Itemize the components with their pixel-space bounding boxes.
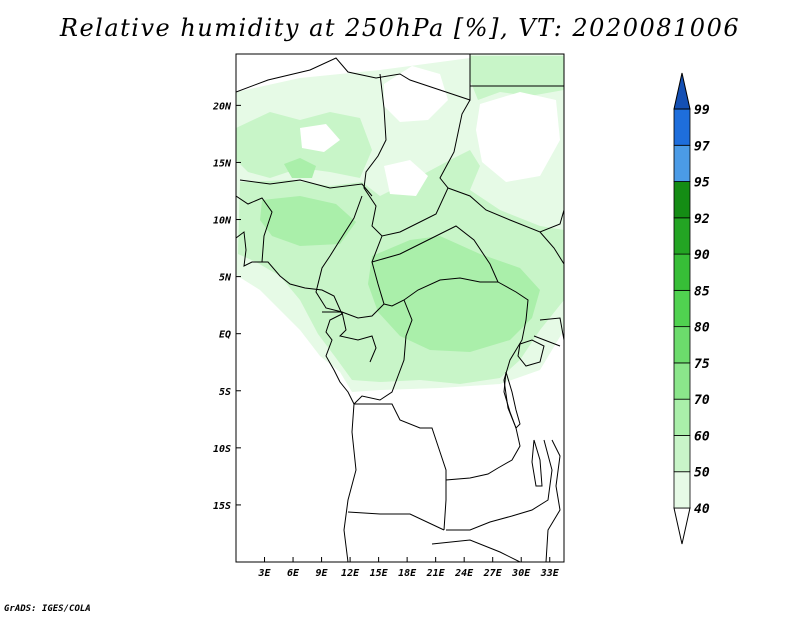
lon-tick-label: 27E — [483, 568, 503, 579]
colorbar-swatch — [673, 398, 691, 436]
lat-tick-label: 20N — [212, 101, 232, 112]
lat-tick-label: 5S — [219, 387, 231, 398]
border-zambia — [446, 439, 553, 531]
border-zimbabwe — [431, 539, 521, 562]
colorbar-swatch — [673, 181, 691, 219]
lat-tick-label: 15S — [213, 501, 231, 512]
border-kenya-uganda — [533, 317, 564, 347]
colorbar-label: 40 — [694, 502, 710, 517]
lon-tick-label: 3E — [257, 568, 271, 579]
lat-tick-label: 10S — [213, 444, 231, 455]
colorbar-label: 50 — [694, 466, 710, 481]
colorbar-swatch — [673, 108, 691, 146]
colorbar-label: 85 — [694, 284, 710, 299]
border-niger-nigeria — [239, 179, 373, 197]
border-drc-east — [443, 281, 529, 531]
colorbar-swatch — [673, 253, 691, 291]
lon-tick-label: 30E — [511, 568, 531, 579]
border-mozambique — [545, 439, 561, 562]
lake-victoria — [517, 339, 545, 367]
lon-tick-label: 12E — [341, 568, 360, 579]
colorbar-label: 75 — [694, 357, 710, 372]
country-borders — [236, 54, 564, 562]
border-east — [539, 231, 564, 265]
colorbar: 40 50 60 70 75 80 85 90 92 95 97 99 — [673, 72, 710, 545]
colorbar-label: 99 — [694, 103, 710, 118]
lake-malawi — [531, 439, 543, 487]
border-cameroon — [315, 195, 385, 319]
border-south-sudan — [447, 187, 564, 233]
map-frame — [235, 53, 565, 563]
lake-tanganyika — [503, 371, 521, 429]
colorbar-label: 90 — [694, 248, 710, 263]
credit-label: GrADS: IGES/COLA — [4, 604, 91, 614]
colorbar-lower-arrow — [673, 507, 691, 545]
lat-tick-label: 15N — [213, 158, 232, 169]
colorbar-label: 80 — [694, 321, 710, 336]
lat-tick-label: EQ — [219, 330, 231, 341]
humidity-field — [236, 54, 564, 392]
colorbar-label: 60 — [694, 429, 710, 444]
border-west-africa — [236, 195, 273, 263]
humidity-area-40 — [476, 92, 560, 182]
humidity-area-70 — [420, 292, 480, 330]
border-gabon-congo — [322, 311, 377, 363]
colorbar-label: 97 — [694, 139, 710, 154]
lon-tick-label: 15E — [370, 568, 389, 579]
colorbar-swatch — [673, 326, 691, 364]
humidity-area-40 — [300, 124, 340, 152]
colorbar-swatch — [673, 144, 691, 182]
colorbar-label: 95 — [694, 176, 710, 191]
lon-tick-label: 21E — [426, 568, 446, 579]
lat-tick-label: 10N — [213, 216, 232, 227]
colorbar-swatch — [673, 435, 691, 473]
border-angola-namibia — [347, 511, 445, 531]
border-drc-north — [353, 299, 413, 405]
colorbar-swatch — [673, 471, 691, 509]
lat-tick-label: 5N — [219, 273, 232, 284]
longitude-axis: 3E 6E 9E 12E 15E 18E 21E 24E 27E 30E 33E — [257, 557, 560, 579]
lon-tick-label: 18E — [398, 568, 417, 579]
latitude-axis: 20N 15N 10N 5N EQ 5S 10S 15S — [212, 101, 241, 512]
chart-title: Relative humidity at 250hPa [%], VT: 202… — [59, 14, 741, 42]
humidity-area-40 — [384, 66, 448, 122]
border-car — [371, 225, 499, 307]
lon-tick-label: 9E — [316, 568, 329, 579]
colorbar-swatch — [673, 362, 691, 400]
colorbar-swatch — [673, 289, 691, 328]
colorbar-label: 92 — [694, 212, 710, 227]
humidity-area-60 — [470, 56, 564, 100]
lon-tick-label: 33E — [540, 568, 560, 579]
coastline — [236, 231, 357, 562]
colorbar-swatch — [673, 217, 691, 255]
border-angola-drc — [354, 403, 447, 480]
humidity-area-40 — [384, 160, 428, 196]
border-libya-chad — [236, 54, 471, 101]
lon-tick-label: 24E — [454, 568, 474, 579]
colorbar-label: 70 — [694, 393, 710, 408]
humidity-area-70 — [284, 158, 316, 178]
humidity-area-70 — [260, 196, 356, 246]
lon-tick-label: 6E — [287, 568, 300, 579]
colorbar-upper-arrow — [673, 72, 691, 110]
